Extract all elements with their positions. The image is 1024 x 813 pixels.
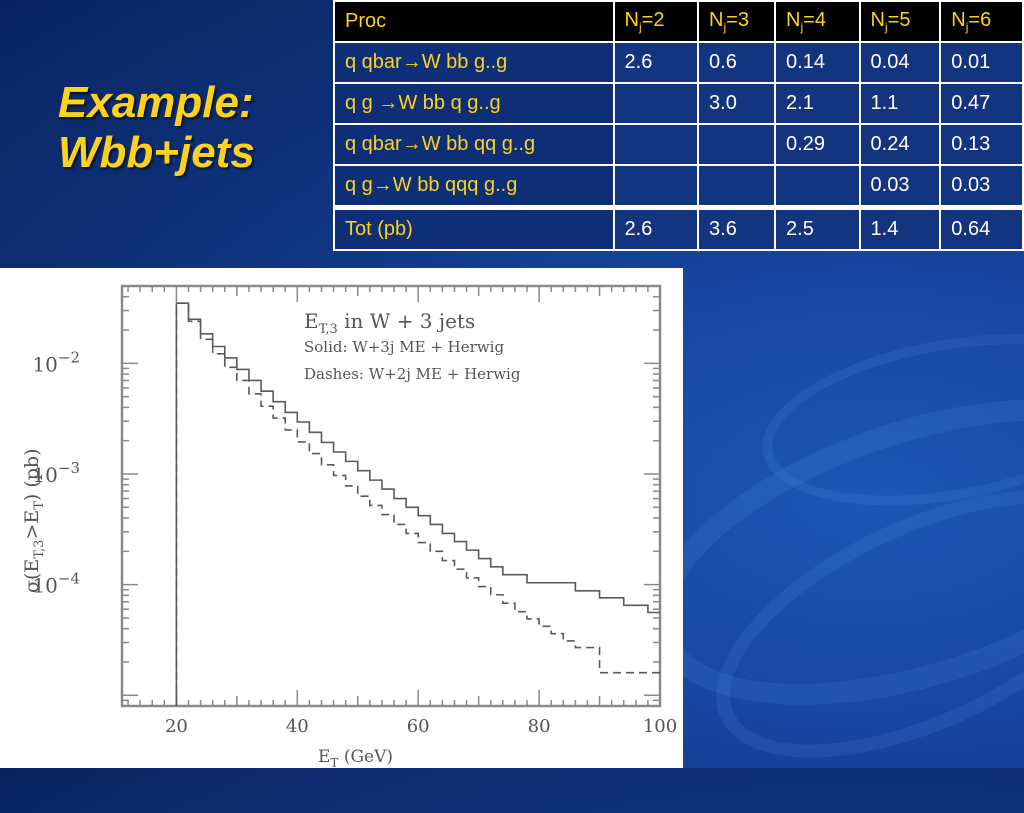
header-nj-3: Nj=3	[697, 0, 777, 43]
slide-title: Example: Wbb+jets	[58, 78, 328, 178]
table-cell	[612, 164, 700, 209]
table-cell: 0.6	[697, 41, 777, 84]
table-cell: 2.1	[774, 82, 861, 125]
slide-title-line-1: Example:	[58, 78, 254, 127]
table-cell: 2.5	[774, 205, 861, 251]
table-cell: 2.6	[612, 41, 700, 84]
table-cell: 0.03	[939, 164, 1024, 209]
series-solid-line	[175, 302, 660, 706]
y-tick-label: 10−3	[32, 459, 80, 487]
table-row: q qbar→W bb qq g..g 0.29 0.24 0.13	[333, 123, 1024, 166]
table-cell	[612, 82, 700, 125]
slide-title-line-2: Wbb+jets	[58, 128, 255, 177]
chart-panel: 20 40 60 80 100 10−2 10−3 10−4 ET,3 in W + 3 jet…	[0, 268, 683, 770]
series-dashed-line	[175, 302, 660, 706]
chart-annotation: Dashes: W+2j ME + Herwig	[304, 365, 521, 383]
process-label: q g→W bb qqq g..g	[333, 164, 615, 209]
x-tick-label: 20	[165, 716, 188, 737]
y-axis-label: σ(ET,3>ET) (pb)	[21, 448, 47, 593]
table-row: q qbar→W bb g..g 2.6 0.6 0.14 0.04 0.01	[333, 41, 1024, 84]
process-label: q g →W bb q g..g	[333, 82, 615, 125]
x-tick-label: 80	[528, 716, 551, 737]
header-nj-4: Nj=4	[774, 0, 861, 43]
table-cell: 0.29	[774, 123, 861, 166]
table-header-row: Proc Nj=2 Nj=3 Nj=4 Nj=5 Nj=6	[333, 0, 1024, 43]
table-cell: 0.01	[939, 41, 1024, 84]
table-cell: 2.6	[612, 205, 700, 251]
table-cell: 0.13	[939, 123, 1024, 166]
table-cell: 0.03	[858, 164, 942, 209]
x-tick-label: 100	[643, 716, 677, 737]
header-nj-6: Nj=6	[939, 0, 1024, 43]
table-row: q g →W bb q g..g 3.0 2.1 1.1 0.47	[333, 82, 1024, 125]
table-cell: 0.24	[858, 123, 942, 166]
table-cell: 3.0	[697, 82, 777, 125]
et3-cross-section-chart: 20 40 60 80 100 10−2 10−3 10−4 ET,3 in W + 3 jet…	[21, 284, 677, 770]
x-tick-label: 60	[407, 716, 430, 737]
process-label: Tot (pb)	[333, 205, 615, 251]
table-cell	[774, 164, 861, 209]
table-cell	[697, 123, 777, 166]
table-cell: 0.64	[939, 205, 1024, 251]
table-cell: 1.4	[858, 205, 942, 251]
chart-title: ET,3 in W + 3 jets	[304, 309, 475, 337]
y-tick-label: 10−2	[32, 348, 80, 376]
process-label: q qbar→W bb g..g	[333, 41, 615, 84]
table-row-total: Tot (pb) 2.6 3.6 2.5 1.4 0.64	[333, 205, 1024, 251]
process-label: q qbar→W bb qq g..g	[333, 123, 615, 166]
y-tick-label: 10−4	[32, 570, 80, 598]
table-row: q g→W bb qqq g..g 0.03 0.03	[333, 164, 1024, 209]
header-proc: Proc	[333, 0, 615, 43]
process-table: Proc Nj=2 Nj=3 Nj=4 Nj=5 Nj=6 q qbar→W b…	[333, 0, 1024, 251]
x-axis-label: ET (GeV)	[318, 747, 393, 768]
header-nj-2: Nj=2	[612, 0, 700, 43]
table-cell: 0.14	[774, 41, 861, 84]
table-cell: 0.47	[939, 82, 1024, 125]
x-tick-label: 40	[286, 716, 309, 737]
header-nj-5: Nj=5	[858, 0, 942, 43]
table-cell	[697, 164, 777, 209]
table-cell: 0.04	[858, 41, 942, 84]
table-cell: 3.6	[697, 205, 777, 251]
plot-frame	[120, 284, 662, 708]
table-cell	[612, 123, 700, 166]
table-cell: 1.1	[858, 82, 942, 125]
chart-annotation: Solid: W+3j ME + Herwig	[304, 338, 504, 356]
